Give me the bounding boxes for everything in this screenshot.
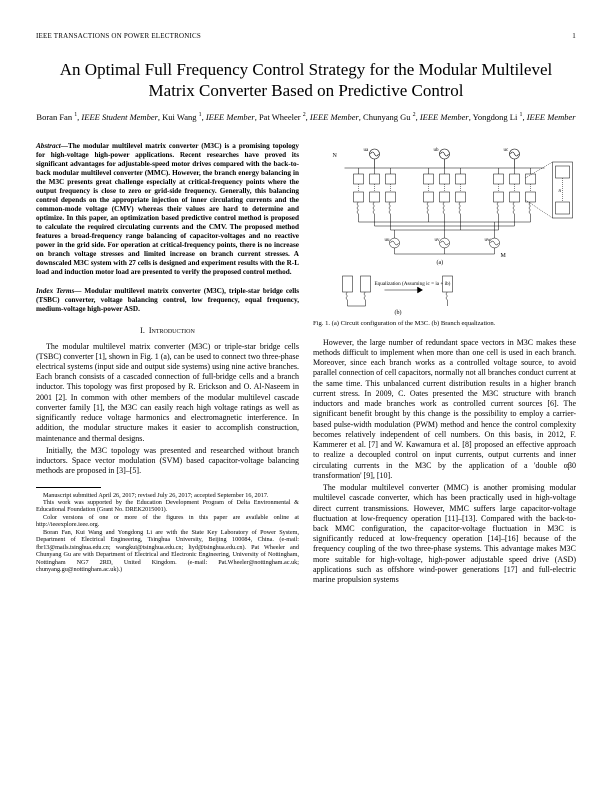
fig1-label-M: M [501,253,507,259]
right-column: ua ub uc N [313,142,576,588]
index-terms-block: Index Terms— Modular multilevel matrix c… [36,287,299,314]
paper-title: An Optimal Full Frequency Control Strate… [36,59,576,102]
fig1-label-uc: uc [504,148,510,153]
footnote-1: Manuscript submitted April 26, 2017; rev… [36,492,299,499]
paragraph-2: Initially, the M3C topology was presente… [36,446,299,477]
journal-name: IEEE TRANSACTIONS ON POWER ELECTRONICS [36,32,201,41]
page-number: 1 [572,32,576,41]
author-line: Boran Fan 1, IEEE Student Member, Kui Wa… [36,111,576,123]
figure-1: ua ub uc N [313,142,576,328]
footnote-3: Color versions of one or more of the fig… [36,514,299,529]
figure-1-circuit-diagram: ua ub uc N [313,142,576,317]
abstract-text: The modular multilevel matrix converter … [36,142,299,276]
fig1-label-ua: ua [364,148,370,153]
left-column: Abstract—The modular multilevel matrix c… [36,142,299,588]
paragraph-3: However, the large number of redundant s… [313,338,576,481]
index-terms-label: Index Terms— [36,287,81,295]
running-header: IEEE TRANSACTIONS ON POWER ELECTRONICS 1 [36,32,576,41]
paragraph-4: The modular multilevel converter (MMC) i… [313,483,576,585]
section-1-number: I. [140,326,145,335]
fig1-label-N: N [333,153,338,159]
fig1-label-ub: ub [434,148,440,153]
footnote-2: This work was supported by the Education… [36,499,299,514]
fig1-label-b: (b) [395,309,402,316]
paragraph-1: The modular multilevel matrix converter … [36,342,299,444]
fig1-cell-n: n [559,189,562,194]
footnote-4: Boran Fan, Kui Wang and Yongdong Li are … [36,529,299,574]
fig1-label-uv: uv [435,238,441,243]
fig1-label-uu: uu [385,238,391,243]
figure-1-caption: Fig. 1. (a) Circuit configuration of the… [313,320,576,328]
section-1-heading: I. Introduction [36,326,299,336]
section-1-title: Introduction [149,326,195,335]
abstract-block: Abstract—The modular multilevel matrix c… [36,142,299,277]
two-column-layout: Abstract—The modular multilevel matrix c… [36,142,576,588]
fig1-eq-label: Equalization (Assuming ic = ia + ib) [375,280,451,287]
abstract-label: Abstract— [36,142,68,150]
fig1-label-a: (a) [437,259,444,266]
footnote-separator [36,487,101,488]
fig1-label-uw: uw [485,238,492,243]
